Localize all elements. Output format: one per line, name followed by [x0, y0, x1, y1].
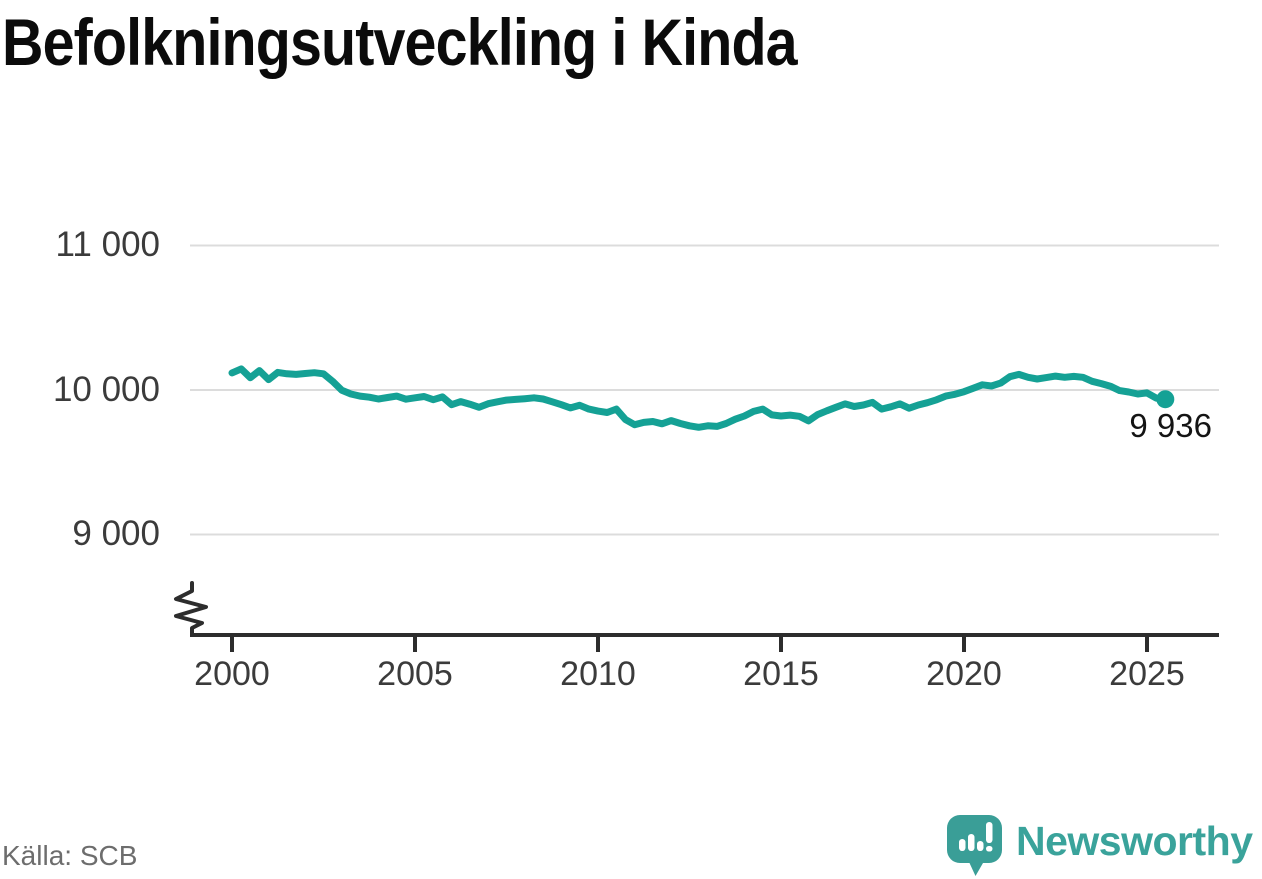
newsworthy-wordmark: Newsworthy	[1016, 818, 1253, 864]
axis-break-zigzag-icon	[174, 581, 208, 637]
bar-1	[959, 839, 966, 851]
gridlines	[190, 244, 1219, 536]
end-dot	[1156, 390, 1175, 409]
newsworthy-logo-icon	[947, 815, 1002, 876]
last-value-label: 9 936	[1129, 407, 1212, 444]
bar-3	[977, 841, 984, 851]
x-tick-label-2010: 2010	[560, 655, 636, 693]
newsworthy-branding: Newsworthy	[946, 814, 1253, 878]
x-tick-label-2000: 2000	[194, 655, 270, 693]
source-note: Källa: SCB	[2, 840, 138, 871]
x-tick-label-2015: 2015	[743, 655, 819, 693]
y-tick-label-11000: 11 000	[55, 225, 160, 264]
x-tick-label-2005: 2005	[377, 655, 453, 693]
chart-title: Befolkningsutveckling i Kinda	[2, 5, 798, 79]
population-line	[228, 365, 1169, 431]
x-tick-label-2025: 2025	[1109, 655, 1185, 693]
y-tick-label-10000: 10 000	[52, 370, 160, 409]
bar-2	[968, 834, 975, 851]
exclamation-bar	[986, 822, 993, 843]
x-tick-label-2020: 2020	[926, 655, 1002, 693]
x-axis	[174, 581, 1219, 652]
exclamation-dot	[986, 846, 993, 852]
y-tick-label-9000: 9 000	[72, 514, 160, 553]
